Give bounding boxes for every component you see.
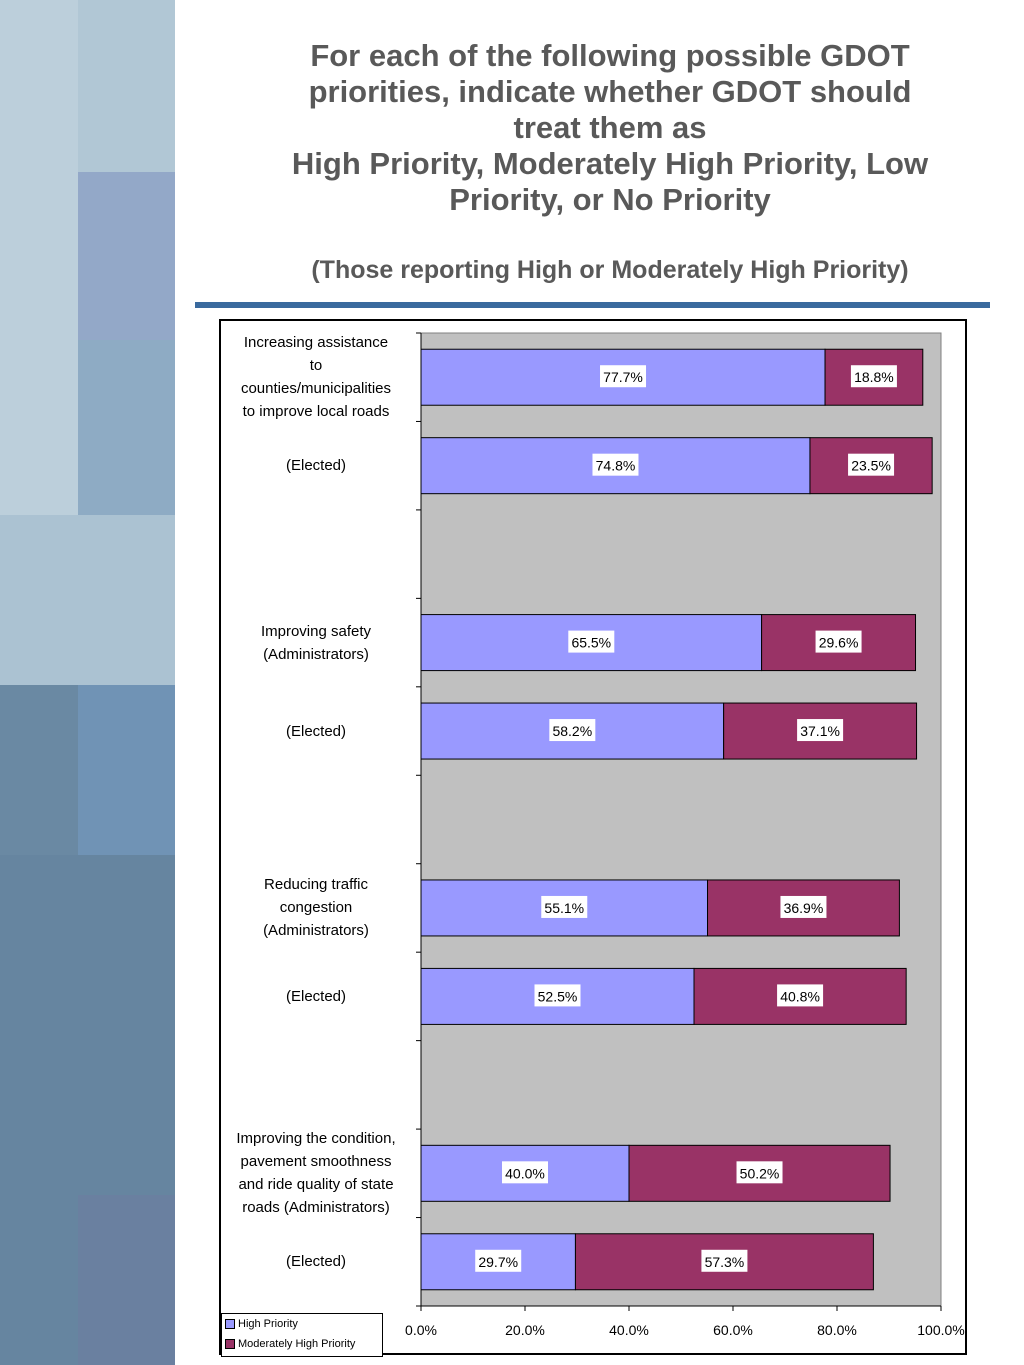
subtitle: (Those reporting High or Moderately High… [311,256,909,284]
title-line: priorities, indicate whether GDOT should [308,74,912,109]
data-label-bg [568,630,615,653]
data-label: 36.9% [784,900,824,916]
data-label-bg [475,1249,522,1272]
data-label: 18.8% [854,369,894,385]
category-label: (Elected) [220,421,412,509]
data-label-bg [780,895,827,918]
category-label: Reducing traffic congestion (Administrator… [220,864,412,952]
data-label: 40.8% [780,988,820,1004]
data-label-bg [592,453,639,476]
data-label-bg [777,984,824,1007]
category-label: (Elected) [220,1218,412,1306]
data-label-bg [541,895,588,918]
category-label: Improving safety (Administrators) [220,598,412,686]
data-label-bg [549,719,596,742]
legend-label: High Priority [238,1318,298,1330]
category-label-line: Improving the condition, [236,1130,396,1148]
divider [195,302,990,308]
data-label: 77.7% [603,369,643,385]
title-line: treat them as [513,110,707,145]
category-label: Improving the condition, pavement smoothn… [220,1129,412,1217]
data-label: 74.8% [596,458,636,474]
page-title: For each of the following possible GDOT … [200,38,1020,218]
category-label: (Elected) [220,952,412,1040]
title-line: High Priority, Moderately High Priority,… [291,146,929,181]
legend-item-moderate: Moderately High Priority [222,1334,382,1354]
category-label-line: to improve local roads [242,403,390,421]
data-label-bg [848,453,895,476]
data-label-bg [534,984,581,1007]
category-label-line: (Elected) [285,722,347,740]
x-tick-label: 20.0% [505,1322,545,1338]
category-label: (Elected) [220,687,412,775]
x-tick-label: 0.0% [405,1322,437,1338]
data-label: 40.0% [505,1165,545,1181]
data-label: 37.1% [800,723,840,739]
x-tick-label: 40.0% [609,1322,649,1338]
category-label-line: Improving safety [260,622,372,640]
legend-swatch [225,1339,235,1349]
category-label-line: pavement smoothness [240,1153,392,1171]
category-label-line: (Elected) [285,457,347,475]
data-label-bg [850,365,897,388]
category-label-line: (Administrators) [263,645,369,663]
data-label: 65.5% [571,635,611,651]
title-line: Priority, or No Priority [449,182,771,217]
bg-block [0,0,78,515]
x-tick-label: 100.0% [917,1322,964,1338]
category-label-line: and ride quality of state [238,1176,394,1194]
data-label-bg [736,1161,783,1184]
category-label-line: (Elected) [285,1253,347,1271]
legend-label: Moderately High Priority [238,1338,356,1350]
bg-block [78,685,175,855]
data-label: 57.3% [705,1254,745,1270]
data-label: 58.2% [552,723,592,739]
category-label: Increasing assistance to counties/municipa… [220,333,412,421]
bg-block [78,340,175,515]
category-label-line: Increasing assistance [243,334,389,352]
title-line: For each of the following possible GDOT [310,38,910,73]
data-label-bg [600,365,647,388]
data-label-bg [502,1161,548,1184]
legend-item-high: High Priority [222,1314,382,1334]
category-label-line: congestion [279,899,353,917]
bg-block [78,1195,175,1365]
category-label-line: to [309,357,323,375]
data-label-bg [701,1249,748,1272]
bg-block [78,0,175,172]
data-label: 52.5% [538,988,578,1004]
data-label: 23.5% [851,458,891,474]
data-label: 50.2% [740,1165,780,1181]
legend: High Priority Moderately High Priority [221,1313,383,1357]
category-label-line: Reducing traffic [264,876,368,894]
x-tick-label: 80.0% [817,1322,857,1338]
x-tick-label: 60.0% [713,1322,753,1338]
plot-area [420,332,942,1307]
data-label: 55.1% [544,900,584,916]
bg-block [0,515,175,685]
bg-block [0,685,78,855]
legend-swatch [225,1319,235,1329]
category-label-line: (Administrators) [263,922,369,940]
data-label-bg [815,630,862,653]
category-label-line: roads (Administrators) [242,1199,390,1217]
data-label: 29.6% [819,635,859,651]
data-label: 29.7% [478,1254,518,1270]
data-label-bg [797,719,844,742]
category-label-line: counties/municipalities [240,380,392,398]
category-label-line: (Elected) [285,987,347,1005]
bg-block [78,172,175,340]
